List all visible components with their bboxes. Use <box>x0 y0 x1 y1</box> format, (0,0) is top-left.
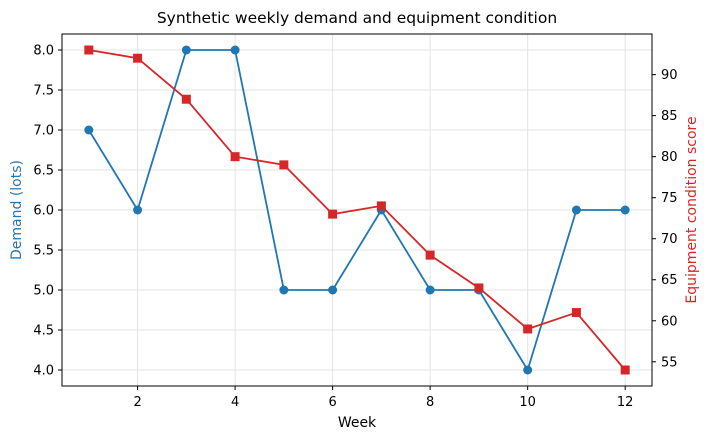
condition-point <box>84 45 94 55</box>
demand-point <box>328 285 338 295</box>
left-y-tick-label: 5.0 <box>33 284 54 299</box>
left-y-axis: 4.0 4.5 5.0 5.5 6.0 6.5 7.0 7.5 8.0 <box>33 44 62 379</box>
left-y-tick-label: 7.0 <box>33 124 54 139</box>
x-axis-label: Week <box>338 415 377 431</box>
demand-point <box>84 125 94 135</box>
demand-point <box>571 205 581 215</box>
demand-line <box>88 49 626 371</box>
right-y-tick-label: 85 <box>661 109 678 124</box>
condition-point <box>279 160 289 170</box>
condition-point <box>181 94 191 104</box>
condition-point <box>571 308 581 318</box>
right-y-tick-label: 80 <box>661 150 678 165</box>
condition-point <box>133 53 143 63</box>
demand-point <box>133 205 143 215</box>
demand-point <box>620 205 630 215</box>
condition-point <box>474 283 484 293</box>
left-y-tick-label: 8.0 <box>33 44 54 59</box>
condition-point <box>328 209 338 219</box>
left-y-axis-label: Demand (lots) <box>9 160 25 260</box>
right-y-tick-label: 70 <box>661 232 678 247</box>
x-tick-label: 10 <box>519 395 536 410</box>
x-tick-label: 2 <box>133 395 141 410</box>
left-y-tick-label: 4.5 <box>33 324 54 339</box>
right-y-axis: 55 60 65 70 75 80 85 90 <box>652 68 678 370</box>
condition-point <box>523 324 533 334</box>
right-y-axis-label: Equipment condition score <box>684 116 700 303</box>
right-y-tick-label: 60 <box>661 314 678 329</box>
condition-series <box>84 45 630 375</box>
left-y-tick-label: 6.5 <box>33 164 54 179</box>
condition-point <box>620 365 630 375</box>
right-y-tick-label: 75 <box>661 191 678 206</box>
right-y-tick-label: 90 <box>661 68 678 83</box>
condition-point <box>230 152 240 162</box>
left-y-tick-label: 5.5 <box>33 244 54 259</box>
right-y-tick-label: 55 <box>661 355 678 370</box>
chart-title: Synthetic weekly demand and equipment co… <box>157 9 557 27</box>
demand-point <box>279 285 289 295</box>
left-y-tick-label: 4.0 <box>33 364 54 379</box>
x-tick-label: 8 <box>426 395 434 410</box>
x-tick-label: 4 <box>231 395 239 410</box>
condition-point <box>425 250 435 260</box>
demand-point <box>181 45 191 55</box>
x-tick-label: 6 <box>328 395 336 410</box>
left-y-tick-label: 7.5 <box>33 84 54 99</box>
demand-point <box>230 45 240 55</box>
right-y-tick-label: 65 <box>661 273 678 288</box>
condition-point <box>376 201 386 211</box>
demand-point <box>425 285 435 295</box>
condition-line <box>88 49 626 371</box>
x-tick-label: 12 <box>617 395 634 410</box>
demand-point <box>523 365 533 375</box>
x-axis: 2 4 6 8 10 12 <box>133 386 633 410</box>
left-y-tick-label: 6.0 <box>33 204 54 219</box>
